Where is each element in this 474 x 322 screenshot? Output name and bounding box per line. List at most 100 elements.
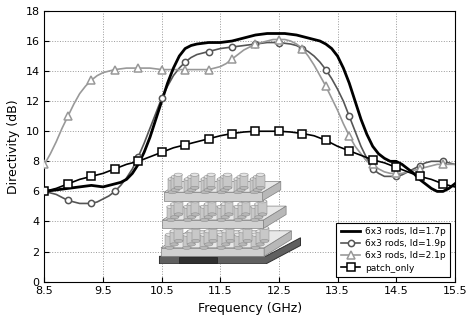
Bar: [204, 231, 213, 244]
Ellipse shape: [204, 230, 213, 233]
Ellipse shape: [225, 213, 233, 216]
Ellipse shape: [250, 191, 258, 194]
Ellipse shape: [167, 205, 175, 208]
Ellipse shape: [217, 218, 226, 222]
Ellipse shape: [234, 246, 243, 250]
Ellipse shape: [207, 173, 215, 176]
Ellipse shape: [223, 173, 232, 176]
Ellipse shape: [255, 216, 263, 219]
Ellipse shape: [204, 175, 212, 178]
Ellipse shape: [182, 233, 191, 236]
Ellipse shape: [260, 226, 269, 230]
Bar: [217, 235, 225, 248]
Bar: [170, 231, 178, 244]
Ellipse shape: [239, 230, 247, 233]
Ellipse shape: [204, 216, 212, 219]
Ellipse shape: [256, 243, 264, 246]
Bar: [168, 179, 176, 192]
Bar: [240, 175, 248, 188]
Polygon shape: [163, 220, 264, 229]
Ellipse shape: [204, 188, 212, 192]
Ellipse shape: [174, 200, 182, 203]
Ellipse shape: [171, 216, 179, 219]
Ellipse shape: [234, 191, 242, 194]
Polygon shape: [164, 192, 263, 201]
Bar: [182, 235, 191, 248]
Polygon shape: [161, 231, 292, 248]
Bar: [208, 201, 216, 214]
Ellipse shape: [221, 230, 230, 233]
Bar: [201, 179, 209, 192]
Bar: [251, 235, 260, 248]
Bar: [255, 204, 263, 217]
Bar: [256, 231, 264, 244]
Ellipse shape: [191, 200, 200, 203]
Ellipse shape: [217, 205, 226, 208]
Bar: [234, 207, 242, 220]
Ellipse shape: [174, 186, 182, 189]
Ellipse shape: [251, 246, 260, 250]
Ellipse shape: [201, 205, 209, 208]
Ellipse shape: [253, 188, 262, 192]
Ellipse shape: [170, 230, 178, 233]
Bar: [204, 177, 212, 190]
Ellipse shape: [253, 175, 262, 178]
Ellipse shape: [239, 243, 247, 246]
Ellipse shape: [240, 173, 248, 176]
Ellipse shape: [174, 173, 182, 176]
Ellipse shape: [201, 218, 209, 222]
Ellipse shape: [255, 203, 263, 206]
Ellipse shape: [191, 173, 199, 176]
Ellipse shape: [217, 246, 225, 250]
Bar: [223, 175, 232, 188]
Ellipse shape: [226, 239, 235, 242]
Ellipse shape: [209, 239, 217, 242]
Bar: [171, 204, 179, 217]
Ellipse shape: [243, 239, 252, 242]
Ellipse shape: [256, 230, 264, 233]
Ellipse shape: [187, 230, 195, 233]
Ellipse shape: [223, 186, 232, 189]
Bar: [188, 177, 196, 190]
Polygon shape: [164, 181, 281, 192]
Ellipse shape: [260, 239, 269, 242]
Ellipse shape: [174, 239, 183, 242]
Bar: [242, 201, 250, 214]
Ellipse shape: [188, 188, 196, 192]
X-axis label: Frequency (GHz): Frequency (GHz): [198, 302, 301, 315]
Bar: [225, 201, 233, 214]
Polygon shape: [264, 231, 292, 256]
Ellipse shape: [174, 226, 183, 230]
Ellipse shape: [209, 226, 217, 230]
Ellipse shape: [221, 216, 229, 219]
Ellipse shape: [204, 243, 213, 246]
Ellipse shape: [165, 233, 174, 236]
Bar: [191, 175, 199, 188]
Ellipse shape: [225, 200, 233, 203]
Bar: [174, 228, 183, 241]
Polygon shape: [263, 181, 281, 201]
Ellipse shape: [191, 186, 199, 189]
Ellipse shape: [201, 177, 209, 181]
Ellipse shape: [200, 246, 208, 250]
Polygon shape: [161, 248, 264, 256]
Bar: [234, 179, 242, 192]
Bar: [237, 177, 245, 190]
Ellipse shape: [207, 186, 215, 189]
Ellipse shape: [191, 213, 200, 216]
Ellipse shape: [240, 186, 248, 189]
Ellipse shape: [208, 200, 216, 203]
Ellipse shape: [238, 216, 246, 219]
Ellipse shape: [187, 203, 196, 206]
Ellipse shape: [242, 213, 250, 216]
Ellipse shape: [187, 216, 196, 219]
Ellipse shape: [167, 218, 175, 222]
Ellipse shape: [183, 205, 192, 208]
Ellipse shape: [218, 177, 226, 181]
Ellipse shape: [234, 218, 242, 222]
Bar: [234, 235, 243, 248]
Ellipse shape: [184, 191, 193, 194]
Ellipse shape: [220, 188, 229, 192]
Bar: [221, 231, 230, 244]
Ellipse shape: [165, 246, 174, 250]
